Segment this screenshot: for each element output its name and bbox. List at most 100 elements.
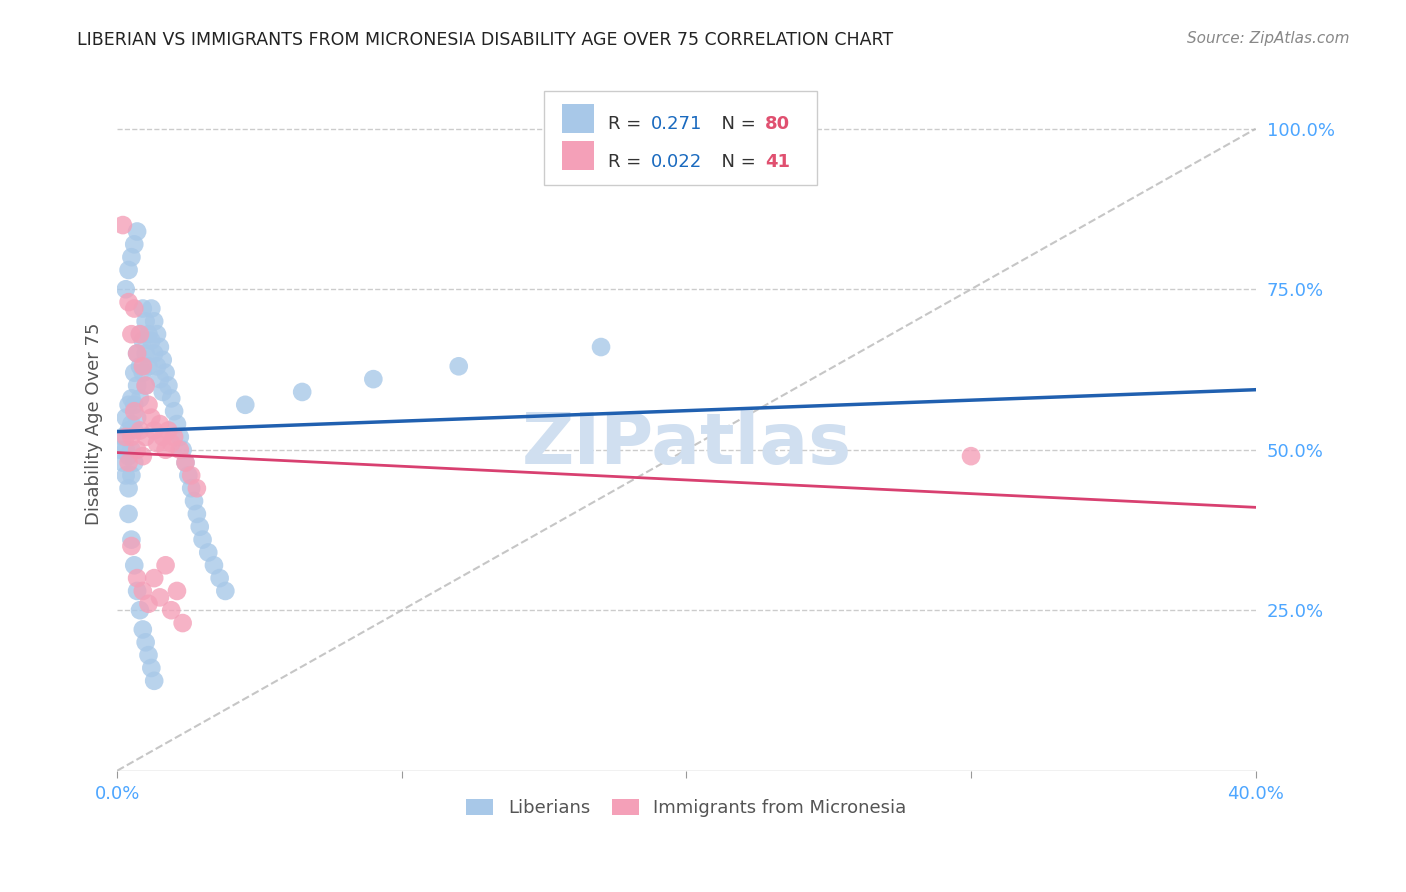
Point	[160, 436, 183, 450]
Point	[120, 539, 142, 553]
Text: 41: 41	[765, 153, 790, 171]
Point	[111, 218, 134, 232]
Point	[208, 571, 231, 585]
Point	[135, 378, 157, 392]
Point	[132, 301, 155, 316]
Point	[138, 398, 160, 412]
Point	[169, 442, 191, 457]
Bar	[562, 141, 595, 169]
Point	[186, 507, 208, 521]
Point	[117, 456, 139, 470]
Text: 0.022: 0.022	[651, 153, 703, 171]
Point	[143, 673, 166, 688]
Point	[141, 661, 163, 675]
Point	[129, 359, 152, 374]
Text: LIBERIAN VS IMMIGRANTS FROM MICRONESIA DISABILITY AGE OVER 75 CORRELATION CHART: LIBERIAN VS IMMIGRANTS FROM MICRONESIA D…	[77, 31, 893, 49]
Point	[191, 533, 214, 547]
Point	[589, 340, 612, 354]
Point	[163, 404, 186, 418]
Point	[163, 430, 186, 444]
Point	[122, 424, 145, 438]
Point	[152, 352, 174, 367]
Point	[149, 372, 172, 386]
Point	[114, 468, 136, 483]
Point	[120, 392, 142, 406]
Point	[127, 346, 149, 360]
Point	[132, 449, 155, 463]
Point	[120, 442, 142, 457]
Point	[132, 623, 155, 637]
Point	[120, 533, 142, 547]
Text: Source: ZipAtlas.com: Source: ZipAtlas.com	[1187, 31, 1350, 46]
Point	[141, 301, 163, 316]
Point	[152, 384, 174, 399]
Point	[188, 520, 211, 534]
Point	[129, 603, 152, 617]
Point	[149, 591, 172, 605]
Point	[169, 430, 191, 444]
Text: ZIPatlas: ZIPatlas	[522, 410, 852, 479]
Point	[186, 481, 208, 495]
Point	[117, 507, 139, 521]
Point	[120, 327, 142, 342]
Point	[127, 346, 149, 360]
Point	[122, 404, 145, 418]
Point	[114, 282, 136, 296]
Point	[177, 468, 200, 483]
Point	[122, 558, 145, 573]
Point	[120, 250, 142, 264]
Point	[146, 327, 169, 342]
Point	[143, 314, 166, 328]
Point	[174, 456, 197, 470]
Point	[129, 327, 152, 342]
Point	[363, 372, 385, 386]
Point	[135, 430, 157, 444]
Point	[183, 494, 205, 508]
Point	[160, 603, 183, 617]
FancyBboxPatch shape	[544, 91, 817, 185]
Point	[127, 410, 149, 425]
Point	[138, 327, 160, 342]
Point	[120, 468, 142, 483]
Point	[166, 417, 188, 431]
Point	[117, 398, 139, 412]
Point	[138, 359, 160, 374]
Point	[117, 424, 139, 438]
Point	[129, 327, 152, 342]
Point	[127, 442, 149, 457]
Y-axis label: Disability Age Over 75: Disability Age Over 75	[86, 323, 103, 525]
Text: 80: 80	[765, 115, 790, 133]
Point	[132, 366, 155, 380]
Point	[135, 635, 157, 649]
Point	[122, 456, 145, 470]
Point	[114, 410, 136, 425]
Point	[149, 340, 172, 354]
Point	[135, 314, 157, 328]
Text: R =: R =	[607, 153, 647, 171]
Point	[143, 571, 166, 585]
Point	[132, 584, 155, 599]
Point	[132, 334, 155, 348]
Point	[143, 424, 166, 438]
Point	[202, 558, 225, 573]
Point	[149, 417, 172, 431]
Point	[111, 456, 134, 470]
Point	[152, 430, 174, 444]
Point	[174, 456, 197, 470]
Point	[157, 424, 180, 438]
Point	[114, 430, 136, 444]
Point	[155, 558, 177, 573]
Point	[127, 584, 149, 599]
Point	[160, 392, 183, 406]
Text: R =: R =	[607, 115, 647, 133]
Point	[117, 295, 139, 310]
Point	[166, 584, 188, 599]
Point	[233, 398, 256, 412]
Point	[157, 378, 180, 392]
Point	[146, 436, 169, 450]
Point	[117, 481, 139, 495]
Point	[108, 442, 131, 457]
Point	[111, 430, 134, 444]
Point	[117, 449, 139, 463]
Point	[122, 366, 145, 380]
